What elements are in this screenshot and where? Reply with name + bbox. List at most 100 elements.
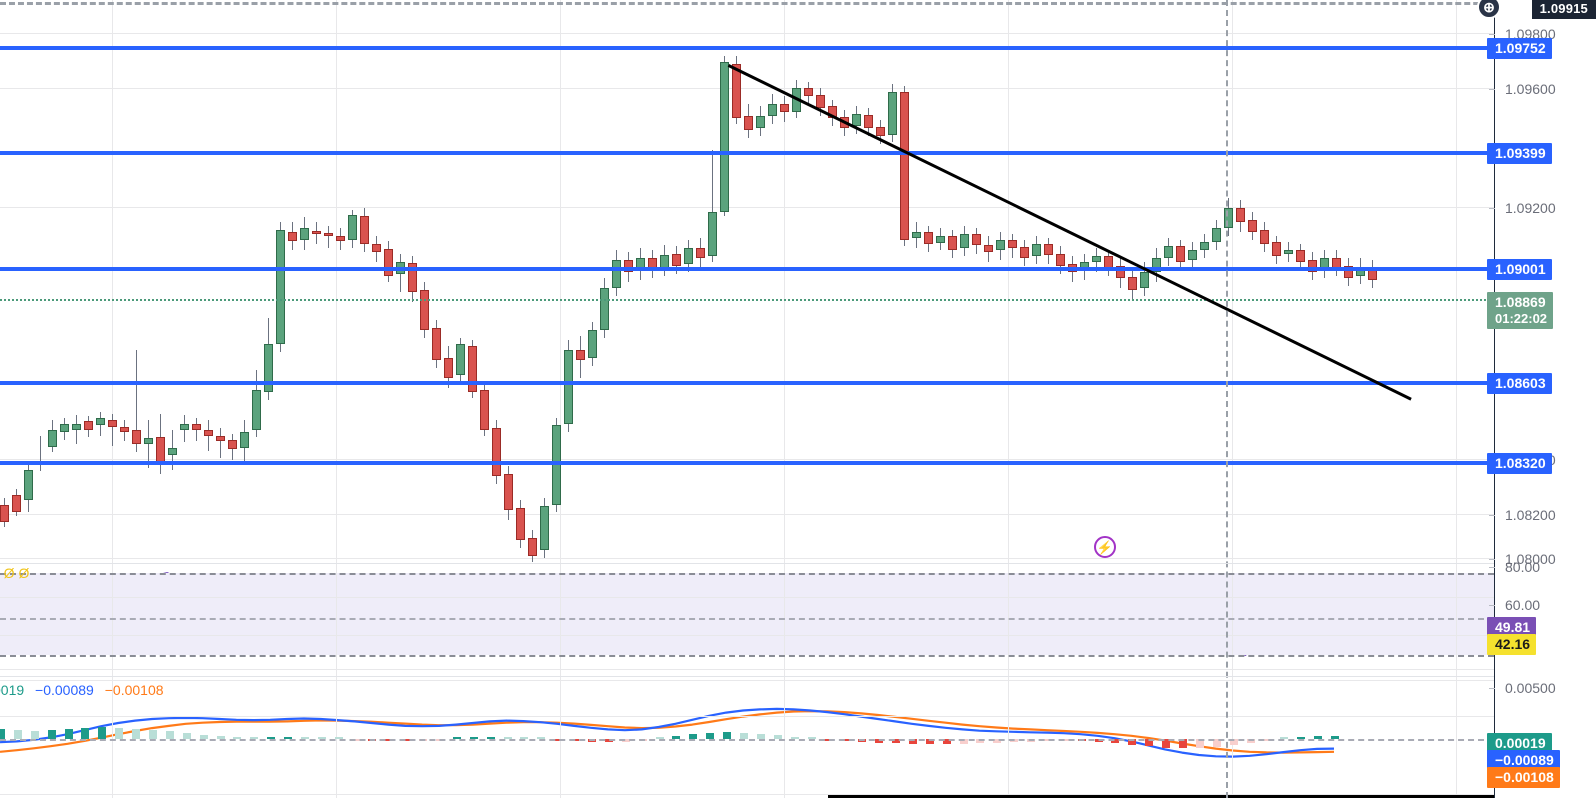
candle-body bbox=[384, 249, 393, 276]
top-dashed-separator bbox=[0, 2, 1494, 5]
candle-body bbox=[48, 430, 57, 447]
candle bbox=[60, 0, 69, 563]
candle-body bbox=[744, 116, 753, 130]
candle-body bbox=[984, 245, 993, 252]
macd-histogram-bar bbox=[1246, 739, 1255, 743]
candle-body bbox=[1296, 250, 1305, 262]
candle bbox=[492, 0, 501, 563]
candle-body bbox=[936, 236, 945, 243]
candle-body bbox=[408, 263, 417, 292]
macd-histogram-bar bbox=[300, 736, 309, 739]
rsi-pane[interactable]: 6 Ø Ø bbox=[0, 563, 1494, 676]
rsi-value-badge[interactable]: 42.16 bbox=[1487, 634, 1537, 655]
candle-body bbox=[1116, 266, 1125, 278]
macd-histogram-bar bbox=[706, 732, 715, 739]
candle bbox=[876, 0, 885, 563]
macd-histogram-bar bbox=[739, 732, 748, 739]
candle bbox=[1308, 0, 1317, 563]
support-resistance-line[interactable] bbox=[0, 381, 1494, 385]
rsi-value-badge[interactable]: 49.81 bbox=[1487, 617, 1537, 638]
axis-tick bbox=[1489, 34, 1495, 35]
candle-body bbox=[444, 358, 453, 378]
candle-body bbox=[1272, 242, 1281, 256]
macd-histogram-bar bbox=[1128, 739, 1137, 745]
candle-wick bbox=[220, 428, 221, 458]
candle bbox=[168, 0, 177, 563]
macd-value-badge[interactable]: 0.00019 bbox=[1487, 733, 1552, 754]
macd-value-badge[interactable]: −0.00108 bbox=[1487, 767, 1560, 788]
macd-pane[interactable]: 0019 −0.00089 −0.00108 bbox=[0, 676, 1494, 798]
clock-icon[interactable]: ⊕ bbox=[1477, 0, 1501, 19]
candle bbox=[756, 0, 765, 563]
rsi-oversold-line bbox=[0, 655, 1494, 657]
rsi-axis-label: 60.00 bbox=[1505, 597, 1541, 613]
candle bbox=[552, 0, 561, 563]
macd-histogram-bar bbox=[267, 737, 276, 739]
candle-body bbox=[300, 228, 309, 240]
macd-signal-line bbox=[0, 710, 1335, 754]
macd-histogram-bar bbox=[976, 739, 985, 744]
bolt-glyph: ⚡ bbox=[1096, 539, 1114, 555]
macd-histogram-bar bbox=[250, 737, 259, 739]
candle bbox=[360, 0, 369, 563]
price-hgrid bbox=[0, 88, 1494, 89]
candle-body bbox=[204, 430, 213, 436]
candle bbox=[1164, 0, 1173, 563]
candle bbox=[984, 0, 993, 563]
current-price-line bbox=[0, 299, 1494, 301]
candle-body bbox=[360, 216, 369, 244]
candle-body bbox=[1152, 258, 1161, 272]
candle bbox=[1320, 0, 1329, 563]
macd-histogram-bar bbox=[790, 736, 799, 739]
macd-value-badge[interactable]: −0.00089 bbox=[1487, 750, 1560, 771]
candle bbox=[900, 0, 909, 563]
candle bbox=[156, 0, 165, 563]
support-resistance-line[interactable] bbox=[0, 267, 1494, 271]
rsi-overbought-line bbox=[0, 573, 1494, 575]
sr-price-badge[interactable]: 1.08603 bbox=[1487, 373, 1552, 394]
macd-vgrid bbox=[560, 676, 561, 798]
candle-body bbox=[600, 288, 609, 330]
candle-body bbox=[312, 231, 321, 234]
candle bbox=[36, 0, 45, 563]
candle bbox=[1176, 0, 1185, 563]
macd-histogram-bar bbox=[13, 730, 22, 739]
candle bbox=[276, 0, 285, 563]
candle bbox=[612, 0, 621, 563]
macd-bottom-strip bbox=[828, 795, 1494, 798]
candle-body bbox=[324, 233, 333, 236]
sr-price-badge[interactable]: 1.09752 bbox=[1487, 38, 1552, 59]
macd-histogram-bar bbox=[98, 727, 107, 739]
sr-price-badge[interactable]: 1.08320 bbox=[1487, 453, 1552, 474]
lightning-bolt-icon[interactable]: ⚡ bbox=[1094, 536, 1116, 558]
current-price-badge[interactable]: 1.08869 01:22:02 bbox=[1487, 292, 1554, 329]
axis-tick bbox=[1489, 605, 1495, 606]
candle-body bbox=[1044, 244, 1053, 255]
macd-histogram-bar bbox=[1162, 739, 1171, 748]
candle bbox=[1260, 0, 1269, 563]
candle-body bbox=[900, 92, 909, 240]
candle bbox=[240, 0, 249, 563]
sr-price-badge[interactable]: 1.09001 bbox=[1487, 259, 1552, 280]
candle-body bbox=[0, 505, 9, 522]
candle bbox=[96, 0, 105, 563]
current-time-line bbox=[1226, 0, 1228, 798]
support-resistance-line[interactable] bbox=[0, 461, 1494, 465]
support-resistance-line[interactable] bbox=[0, 151, 1494, 155]
support-resistance-line[interactable] bbox=[0, 46, 1494, 50]
candle-wick bbox=[148, 420, 149, 468]
candle bbox=[1332, 0, 1341, 563]
price-vgrid bbox=[1008, 0, 1009, 563]
candle bbox=[1284, 0, 1293, 563]
candle-body bbox=[876, 127, 885, 136]
sr-price-badge[interactable]: 1.09399 bbox=[1487, 143, 1552, 164]
candle-body bbox=[552, 425, 561, 505]
candle bbox=[228, 0, 237, 563]
macd-histogram-bar bbox=[1229, 739, 1238, 746]
price-axis[interactable]: 1.098001.096001.092001.084001.082001.080… bbox=[1487, 0, 1596, 798]
price-pane[interactable]: ⚡ bbox=[0, 0, 1494, 563]
candle-body bbox=[288, 232, 297, 241]
candle-body bbox=[1248, 220, 1257, 232]
candle bbox=[768, 0, 777, 563]
macd-histogram-bar bbox=[756, 734, 765, 739]
